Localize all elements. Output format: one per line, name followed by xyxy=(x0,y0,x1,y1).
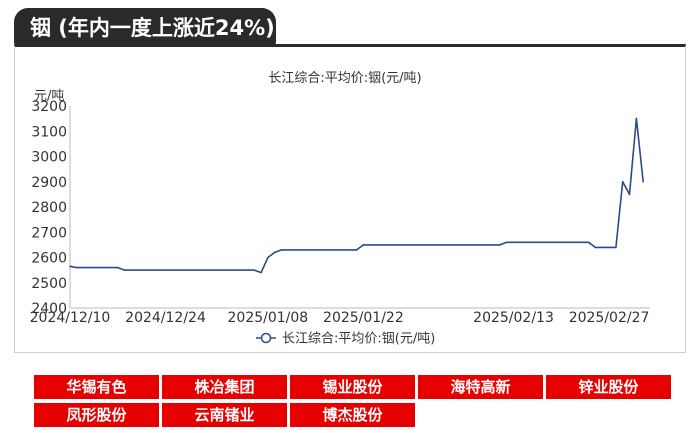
company-chip: 华锡有色 xyxy=(34,375,159,399)
y-tick-label: 2600 xyxy=(31,251,67,267)
x-tick-label: 2025/01/22 xyxy=(323,310,404,326)
company-chip: 锌业股份 xyxy=(546,375,671,399)
data-point xyxy=(280,249,283,251)
x-tick-label: 2025/01/08 xyxy=(228,310,309,326)
company-chip: 海特高新 xyxy=(418,375,543,399)
y-tick-label: 3200 xyxy=(31,99,67,115)
company-chip: 博杰股份 xyxy=(290,403,415,427)
data-point xyxy=(635,117,638,120)
chart-card xyxy=(14,44,686,353)
data-point xyxy=(253,269,255,271)
data-point xyxy=(69,265,71,268)
data-point xyxy=(355,249,358,251)
company-chip-grid: 华锡有色 株冶集团 锡业股份 海特高新 锌业股份凤形股份 云南锗业 博杰股份 xyxy=(34,375,674,427)
data-point xyxy=(260,271,262,274)
company-chip: 凤形股份 xyxy=(34,403,159,427)
data-point xyxy=(76,266,78,269)
x-tick-label: 2025/02/13 xyxy=(473,310,554,326)
data-point xyxy=(621,181,624,183)
price-line-chart: 2400 2500 2600 2700 2800 2900 3000 3100 3200 202… xyxy=(30,71,650,347)
x-tick-label: 2024/12/10 xyxy=(30,310,111,326)
legend: 长江综合:平均价:铟(元/吨) xyxy=(256,332,435,347)
series-line xyxy=(69,117,644,274)
chart-title: 长江综合:平均价:铟(元/吨) xyxy=(268,71,421,86)
y-tick-label: 2400 xyxy=(31,301,67,317)
data-point xyxy=(594,246,597,249)
y-axis-unit-label: 元/吨 xyxy=(34,89,64,104)
data-point xyxy=(505,241,508,244)
y-tick-label: 2700 xyxy=(31,225,67,241)
y-axis: 2400 2500 2600 2700 2800 2900 3000 3100 3200 xyxy=(31,99,71,317)
x-axis: 2024/12/10 2024/12/24 2025/01/08 2025/01/22… xyxy=(30,307,650,326)
legend-label: 长江综合:平均价:铟(元/吨) xyxy=(282,332,435,347)
y-tick-label: 3100 xyxy=(31,124,67,140)
company-chip: 云南锗业 xyxy=(162,403,287,427)
y-tick-label: 2500 xyxy=(31,276,67,292)
x-tick-label: 2024/12/24 xyxy=(125,310,206,326)
y-tick-label: 2800 xyxy=(31,200,67,216)
y-tick-label: 2900 xyxy=(31,175,67,191)
data-point xyxy=(123,269,126,271)
data-point xyxy=(642,181,644,183)
legend-marker-icon xyxy=(260,332,272,344)
company-chip: 株冶集团 xyxy=(162,375,287,399)
page-title: 铟 (年内一度上涨近24%) xyxy=(30,16,275,40)
data-point xyxy=(587,241,590,244)
x-tick-label: 2025/02/27 xyxy=(569,310,650,326)
data-point xyxy=(267,256,269,259)
data-point xyxy=(362,244,365,246)
data-point xyxy=(628,193,631,196)
data-point xyxy=(499,244,501,246)
data-point xyxy=(117,266,119,269)
company-chip: 锡业股份 xyxy=(290,375,415,399)
series-group xyxy=(69,117,644,274)
data-point xyxy=(615,246,617,249)
y-tick-label: 3000 xyxy=(31,150,67,166)
data-point xyxy=(273,251,276,254)
title-tab: 铟 (年内一度上涨近24%) xyxy=(14,8,276,46)
